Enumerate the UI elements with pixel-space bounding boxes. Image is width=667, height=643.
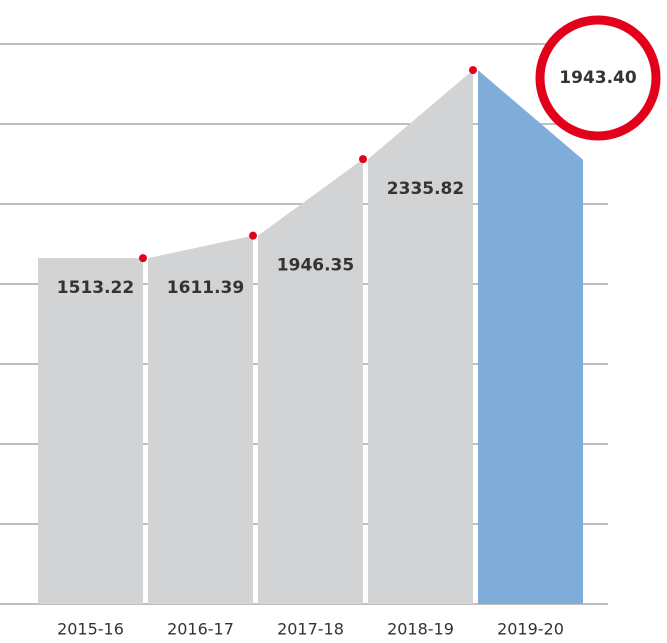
- x-tick-label: 2016-17: [167, 620, 234, 639]
- value-label: 1611.39: [167, 278, 244, 298]
- value-label: 1513.22: [57, 278, 134, 298]
- marker: [359, 155, 367, 164]
- column: [38, 258, 143, 604]
- column: [478, 70, 583, 605]
- column: [368, 70, 473, 605]
- value-label: 1943.40: [559, 68, 637, 88]
- value-label: 1946.35: [277, 256, 354, 276]
- marker: [139, 254, 147, 263]
- value-label: 2335.82: [387, 179, 464, 199]
- highlight-ring: [535, 15, 661, 141]
- x-tick-label: 2017-18: [277, 620, 344, 639]
- marker: [469, 66, 477, 75]
- x-tick-label: 2018-19: [387, 620, 454, 639]
- x-tick-label: 2019-20: [497, 620, 564, 639]
- column: [148, 235, 253, 604]
- marker: [249, 231, 257, 240]
- column: [258, 159, 363, 604]
- x-tick-label: 2015-16: [57, 620, 124, 639]
